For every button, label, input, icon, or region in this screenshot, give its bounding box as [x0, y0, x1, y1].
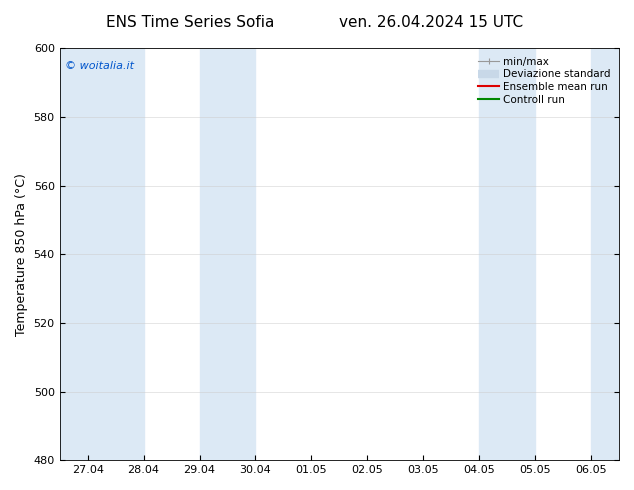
Legend: min/max, Deviazione standard, Ensemble mean run, Controll run: min/max, Deviazione standard, Ensemble m…	[475, 53, 614, 108]
Bar	[591, 49, 619, 460]
Bar	[200, 49, 256, 460]
Bar	[60, 49, 143, 460]
Bar	[479, 49, 535, 460]
Text: © woitalia.it: © woitalia.it	[65, 61, 134, 71]
Text: ven. 26.04.2024 15 UTC: ven. 26.04.2024 15 UTC	[339, 15, 523, 30]
Text: ENS Time Series Sofia: ENS Time Series Sofia	[106, 15, 275, 30]
Y-axis label: Temperature 850 hPa (°C): Temperature 850 hPa (°C)	[15, 173, 28, 336]
